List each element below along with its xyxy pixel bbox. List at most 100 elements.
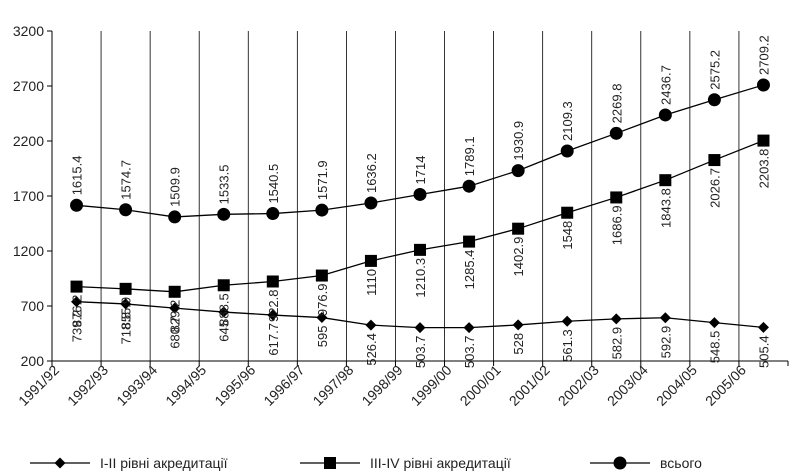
circle-marker <box>266 207 280 221</box>
square-marker <box>70 280 83 293</box>
data-label: 592.9 <box>658 326 673 359</box>
y-tick-label: 200 <box>21 353 45 369</box>
data-label: 2709.2 <box>756 35 771 75</box>
diamond-marker <box>365 319 377 331</box>
data-label: 1285.4 <box>462 250 477 290</box>
x-tick-label: 1996/97 <box>260 362 307 409</box>
data-label: 876.2 <box>70 295 85 328</box>
square-marker <box>708 154 721 167</box>
y-axis-ticks: 200 700 1200 1700 2200 2700 3200 <box>13 23 52 369</box>
circle-marker <box>70 198 84 212</box>
x-tick-label: 2005/06 <box>702 362 749 409</box>
circle-marker <box>168 210 182 224</box>
x-tick-label: 2001/02 <box>506 362 553 409</box>
x-tick-label: 1998/99 <box>358 362 405 409</box>
diamond-marker <box>463 322 475 334</box>
square-marker <box>414 243 426 256</box>
square-marker <box>266 275 279 288</box>
data-label: 1402.9 <box>511 237 526 277</box>
data-label: 617.7 <box>266 323 281 356</box>
series-2 <box>70 134 770 298</box>
circle-marker <box>613 456 627 470</box>
diamond-marker <box>71 296 83 308</box>
data-label: 1574.7 <box>119 160 134 200</box>
square-marker <box>324 457 336 469</box>
data-label: 1533.5 <box>217 165 232 205</box>
legend-item-3: всього <box>590 455 702 471</box>
circle-marker <box>217 207 231 221</box>
y-tick-label: 700 <box>21 298 45 314</box>
x-axis-ticks: 1991/92 1992/93 1993/94 1994/95 1995/96 1996/… <box>15 361 789 409</box>
legend-label: всього <box>660 455 702 471</box>
data-label: 829.2 <box>168 300 183 333</box>
diamond-marker <box>561 315 573 327</box>
vertical-gridlines <box>100 31 740 361</box>
data-label: 2269.8 <box>609 84 624 124</box>
data-label: 1548 <box>560 221 575 250</box>
data-label: 1686.9 <box>609 205 624 245</box>
data-label: 2203.8 <box>756 149 771 189</box>
data-label: 1789.1 <box>462 136 477 176</box>
series-lines <box>70 78 770 334</box>
data-label: 855.9 <box>119 297 134 330</box>
circle-marker <box>364 196 378 210</box>
legend-label: III-IV рівні акредитації <box>370 455 511 471</box>
square-marker <box>315 269 328 282</box>
data-label: 561.3 <box>560 329 575 362</box>
legend-item-2: III-IV рівні акредитації <box>300 455 511 471</box>
data-label: 2026.7 <box>707 168 722 208</box>
data-label: 1540.5 <box>266 164 281 204</box>
x-tick-label: 1993/94 <box>113 362 160 409</box>
data-label: 1714 <box>413 156 428 185</box>
circle-marker <box>707 93 721 107</box>
square-marker <box>364 254 377 267</box>
data-label: 2109.3 <box>560 101 575 141</box>
data-label: 1509.9 <box>168 167 183 207</box>
x-tick-label: 2003/04 <box>604 362 651 409</box>
data-label: 1636.2 <box>364 153 379 193</box>
circle-marker <box>609 126 623 140</box>
data-label: 1210.3 <box>413 258 428 298</box>
legend-label: I-II рівні акредитації <box>100 455 228 471</box>
series-3 <box>70 78 770 224</box>
x-tick-label: 2004/05 <box>653 362 700 409</box>
square-marker <box>168 285 181 298</box>
diamond-marker <box>169 302 181 314</box>
data-label: 1843.8 <box>658 188 673 228</box>
diamond-marker <box>218 306 230 318</box>
square-marker <box>561 206 574 219</box>
x-tick-label: 1994/95 <box>162 362 209 409</box>
data-label: 718.8 <box>119 312 134 345</box>
square-marker <box>659 174 672 187</box>
y-tick-label: 2200 <box>13 133 44 149</box>
x-tick-label: 2002/03 <box>555 362 602 409</box>
data-label: 582.9 <box>609 327 624 360</box>
data-label: 922.8 <box>266 289 281 322</box>
diamond-marker <box>54 457 66 469</box>
y-tick-label: 3200 <box>13 23 44 39</box>
square-marker <box>119 282 132 295</box>
y-tick-label: 1700 <box>13 188 44 204</box>
data-label: 528 <box>511 333 526 355</box>
diamond-marker <box>610 313 622 325</box>
circle-marker <box>119 203 133 217</box>
diamond-marker <box>659 312 671 324</box>
circle-marker <box>462 179 476 193</box>
x-tick-label: 1997/98 <box>309 362 356 409</box>
legend: I-II рівні акредитації III-IV рівні акред… <box>30 455 702 471</box>
square-marker <box>217 279 230 292</box>
data-label: 505.4 <box>756 335 771 368</box>
series-1 <box>71 296 769 334</box>
data-labels: 739.2 718.8 680.7 645 617.7 595 526.4 503.7 503.… <box>70 35 772 368</box>
data-label: 645 <box>217 320 232 342</box>
legend-item-1: I-II рівні акредитації <box>30 455 228 471</box>
circle-marker <box>413 187 427 201</box>
data-label: 888.5 <box>217 293 232 326</box>
data-label: 1571.9 <box>315 160 330 200</box>
data-label: 503.7 <box>413 336 428 369</box>
diamond-marker <box>414 322 426 334</box>
data-label: 976.9 <box>315 284 330 317</box>
diamond-marker <box>267 309 279 321</box>
circle-marker <box>511 164 525 178</box>
